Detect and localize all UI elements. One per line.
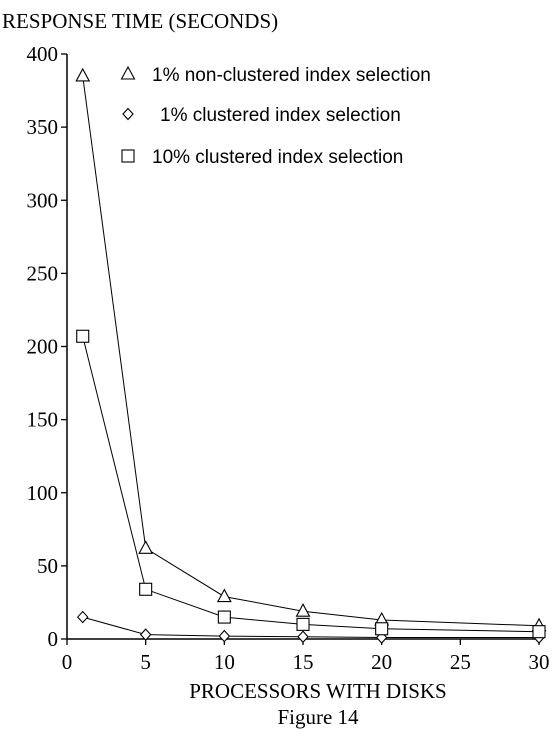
x-tick-label: 10 — [214, 650, 235, 674]
x-tick-label: 30 — [529, 650, 550, 674]
y-tick-label: 100 — [27, 481, 59, 505]
legend-marker-square — [121, 149, 135, 163]
data-point-triangle — [216, 588, 232, 603]
y-tick-label: 150 — [27, 408, 59, 432]
data-point-triangle — [138, 540, 154, 554]
data-point-square — [217, 610, 231, 624]
y-tick-label: 200 — [27, 335, 59, 359]
figure-caption: Figure 14 — [277, 705, 359, 729]
series-line-diamond — [82, 616, 539, 638]
x-tick-label: 20 — [371, 650, 392, 674]
x-tick-label: 5 — [140, 650, 151, 674]
data-point-triangle — [75, 67, 91, 82]
data-point-square — [296, 617, 310, 631]
legend: 1% non-clustered index selection 1% clust… — [120, 65, 431, 168]
data-point-triangle — [295, 603, 311, 617]
data-point-diamond — [76, 610, 89, 624]
data-point-diamond — [297, 630, 309, 644]
series-line-square — [82, 336, 540, 633]
series-line-triangle — [82, 75, 540, 627]
series-lines — [82, 75, 540, 638]
data-point-diamond — [218, 629, 231, 643]
y-axis-label: RESPONSE TIME (SECONDS) — [2, 9, 278, 33]
x-tick-label: 0 — [62, 650, 73, 674]
x-tick-label: 25 — [450, 650, 471, 674]
axes — [66, 54, 539, 640]
ticks: 0 50 100 150 200 250 300 350 400 0 5 10 15 20 25 30 — [27, 42, 550, 674]
y-tick-label: 400 — [27, 42, 59, 66]
legend-marker-triangle — [120, 65, 136, 80]
y-tick-label: 50 — [37, 554, 58, 578]
data-point-square — [76, 329, 90, 343]
legend-marker-diamond — [122, 107, 134, 121]
x-tick-label: 15 — [293, 650, 314, 674]
x-axis-label: PROCESSORS WITH DISKS — [189, 679, 447, 703]
series-markers — [75, 67, 547, 644]
y-tick-label: 0 — [48, 627, 59, 651]
data-point-diamond — [139, 628, 152, 641]
legend-label: 1% non-clustered index selection — [152, 65, 431, 86]
data-point-square — [532, 625, 546, 639]
legend-label: 10% clustered index selection — [152, 147, 403, 168]
data-point-square — [375, 622, 389, 636]
y-tick-label: 300 — [27, 188, 59, 212]
data-point-square — [139, 582, 153, 596]
y-tick-label: 350 — [27, 115, 59, 139]
y-tick-label: 250 — [27, 261, 59, 285]
legend-label: 1% clustered index selection — [160, 105, 401, 126]
